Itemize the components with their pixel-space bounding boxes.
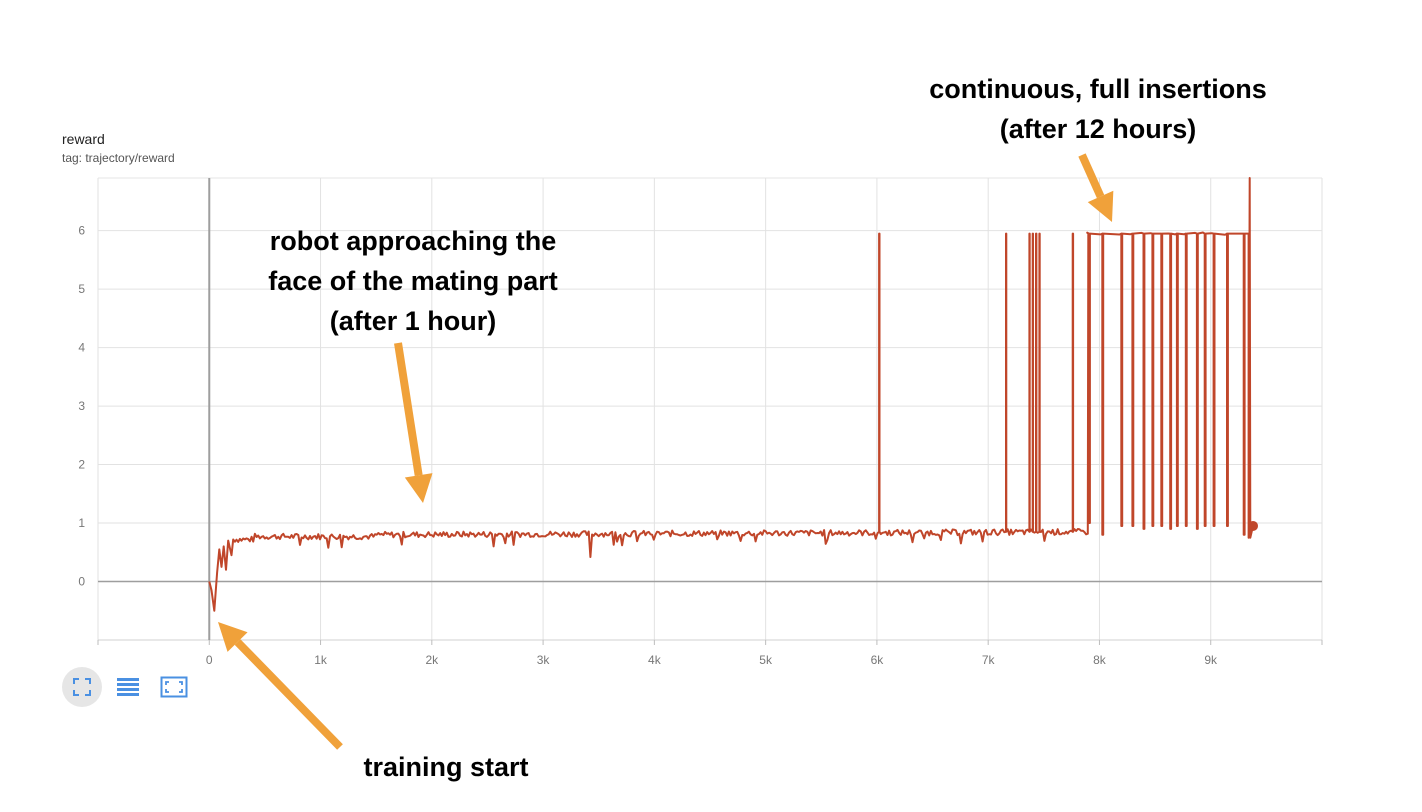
x-tick-label-2000: 2k [425, 653, 439, 667]
y-tick-label-4: 4 [78, 341, 85, 355]
arrow-top-shaft [1078, 153, 1105, 199]
chart-tag: tag: trajectory/reward [62, 151, 175, 165]
y-tick-label-3: 3 [78, 399, 85, 413]
x-tick-label-0: 0 [206, 653, 213, 667]
last-point-marker [1248, 520, 1259, 531]
y-tick-label-5: 5 [78, 282, 85, 296]
fullscreen-button[interactable] [154, 667, 194, 707]
x-tick-label-7000: 7k [982, 653, 996, 667]
annotation-top-line-1: (after 12 hours) [1000, 114, 1197, 144]
x-tick-label-4000: 4k [648, 653, 662, 667]
toggle-log-button[interactable] [108, 667, 148, 707]
reward-line [208, 177, 1254, 612]
x-tick-label-9000: 9k [1204, 653, 1218, 667]
y-tick-label-1: 1 [78, 516, 85, 530]
arrow-middle-shaft [394, 342, 423, 476]
reward-series [208, 177, 1259, 612]
arrow-middle [394, 342, 433, 503]
frame-icon [160, 676, 188, 698]
chart-title: reward [62, 131, 105, 147]
x-tick-label-5000: 5k [759, 653, 773, 667]
arrow-bottom-head [218, 622, 248, 652]
arrow-bottom [218, 622, 343, 750]
lines-icon [117, 678, 139, 696]
expand-icon [73, 678, 91, 696]
arrow-top [1078, 153, 1114, 222]
annotation-middle-line-0: robot approaching the [270, 226, 557, 256]
annotation-middle-line-2: (after 1 hour) [330, 306, 497, 336]
annotations: continuous, full insertions (after 12 hou… [218, 74, 1267, 782]
arrow-bottom-shaft [234, 639, 343, 750]
x-tick-label-1000: 1k [314, 653, 328, 667]
x-tick-label-6000: 6k [871, 653, 885, 667]
tick-labels: 0 1 2 3 4 5 6 0 1k 2k 3k 4k 5k 6k 7k 8k 9k [78, 224, 1218, 667]
x-tick-label-3000: 3k [537, 653, 551, 667]
arrow-middle-head [404, 473, 433, 503]
chart-toolbar [62, 667, 194, 707]
y-tick-label-2: 2 [78, 458, 85, 472]
annotation-top-line-0: continuous, full insertions [929, 74, 1267, 104]
annotation-middle-line-1: face of the mating part [268, 266, 558, 296]
y-tick-label-6: 6 [78, 224, 85, 238]
arrow-top-head [1087, 190, 1114, 222]
y-tick-label-0: 0 [78, 575, 85, 589]
fit-domain-button[interactable] [62, 667, 102, 707]
axes [97, 178, 1323, 645]
grid-lines [97, 177, 1323, 640]
annotation-bottom-line-0: training start [363, 752, 528, 782]
x-tick-label-8000: 8k [1093, 653, 1107, 667]
